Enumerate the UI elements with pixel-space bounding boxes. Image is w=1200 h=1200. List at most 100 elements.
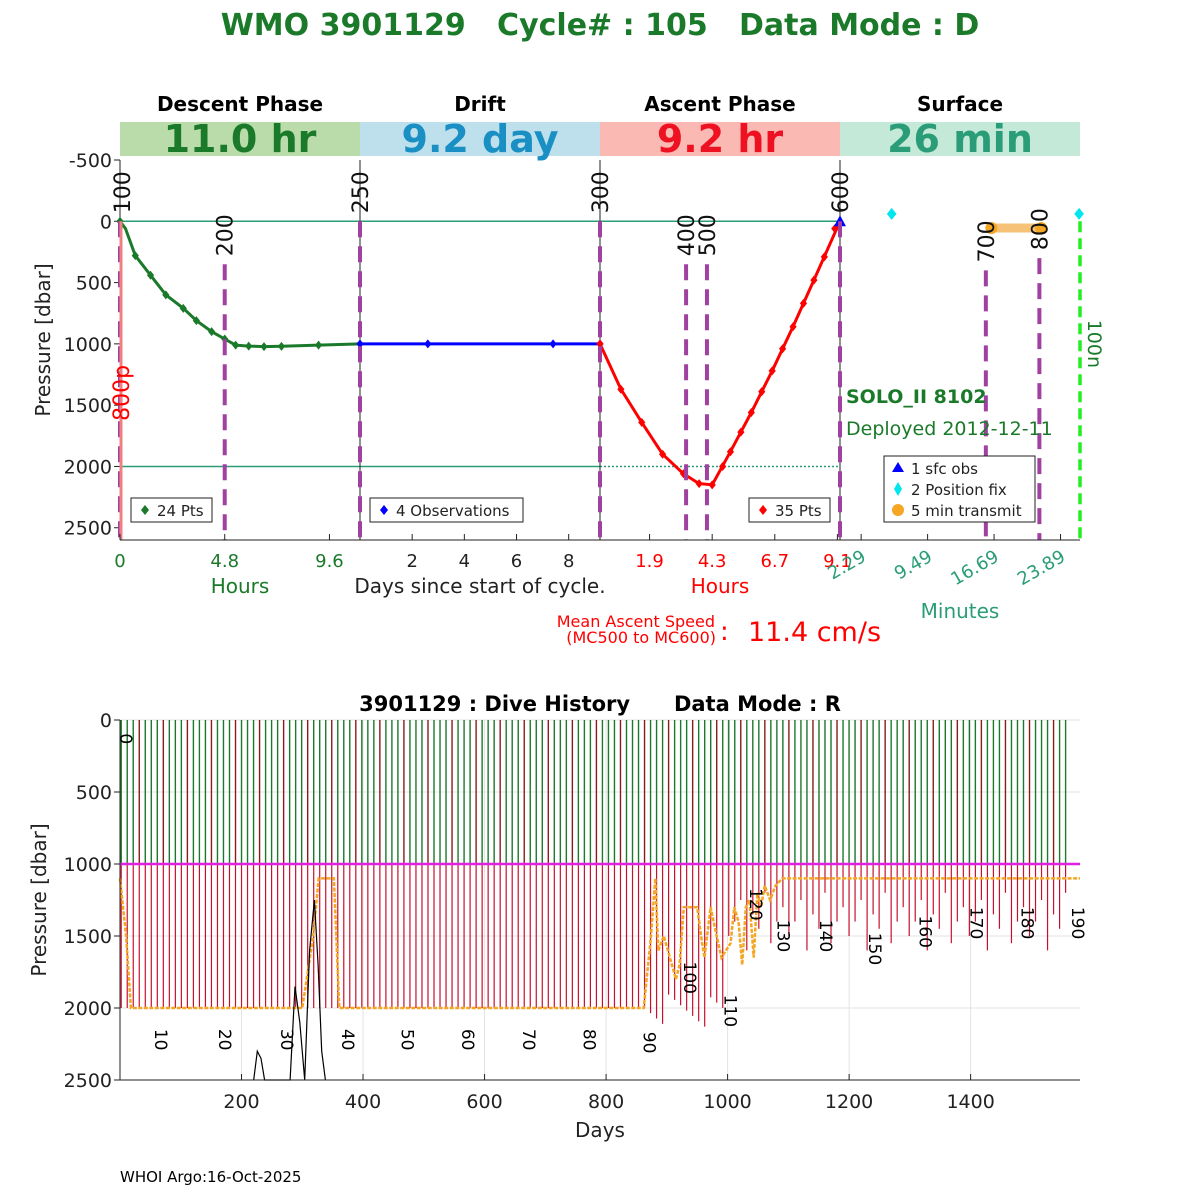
phase-headers: Descent Phase Drift Ascent Phase Surface…: [120, 92, 1080, 161]
ascent-profile-point: [638, 417, 646, 427]
phase-name-drift: Drift: [454, 92, 506, 116]
phase-duration-drift: 9.2 day: [402, 117, 559, 161]
descent-profile-point: [314, 340, 323, 350]
mission-cycle-label: 100: [111, 171, 136, 213]
descent-profile-point: [208, 327, 216, 337]
cycle-number-label: 160: [915, 915, 935, 947]
surface-legend-transmit: 5 min transmit: [911, 502, 1022, 520]
top-y-tick-label: 0: [100, 211, 112, 233]
surface-obs-triangle: [834, 215, 846, 227]
ascent-profile-point: [659, 449, 667, 459]
descent-profile-point: [260, 342, 268, 352]
top-y-tick-label: 2000: [64, 456, 112, 478]
descent-profile-point: [245, 341, 253, 351]
mission-cycle-label: 700: [975, 220, 1000, 262]
ascent-x-label: Hours: [691, 574, 750, 598]
cycle-number-label: 140: [815, 920, 835, 952]
dive-history-x-tick-label: 1000: [703, 1091, 751, 1113]
dive-history-x-tick-label: 200: [223, 1091, 259, 1113]
mission-cycle-label: 200: [214, 214, 239, 256]
descent-legend-text: 24 Pts: [157, 502, 204, 520]
drift-legend-box: [369, 497, 524, 523]
cycle-number-label: 40: [337, 1029, 357, 1051]
phase-duration-box-drift: [360, 122, 600, 156]
dive-history-lines: [118, 862, 1080, 1081]
drift-profile-point: [356, 339, 364, 349]
surface-x-label: Minutes: [921, 599, 1000, 623]
ascent-profile-point: [726, 447, 735, 457]
cycle-number-label: 100: [679, 962, 699, 994]
descent-profile-point: [179, 303, 187, 313]
drift-profile-point: [424, 339, 432, 349]
cycle-number-label: 80: [579, 1029, 599, 1051]
mission-cycle-label: 400: [675, 214, 700, 256]
top-y-tick-label: 1500: [64, 395, 112, 417]
surface-legend-box: [883, 455, 1036, 523]
cycle-number-label: 70: [518, 1029, 538, 1051]
dive-history-y-tick-label: 1500: [64, 926, 112, 948]
ascent-x-tick-label: 6.7: [760, 551, 789, 572]
ascent-speed-value: 11.4 cm/s: [748, 617, 881, 648]
cycle-number-label: 60: [457, 1029, 477, 1051]
position-fix-diamond: [1074, 207, 1084, 220]
ascent-legend-text: 35 Pts: [775, 502, 822, 520]
surface-side-label: 100n: [1083, 320, 1105, 368]
drift-legend-text: 4 Observations: [396, 502, 510, 520]
ascent-profile-point: [810, 275, 818, 285]
top-y-tick-label: 500: [76, 273, 112, 295]
top-y-tick-label: 1000: [64, 334, 112, 356]
mission-cycle-label: 250: [349, 171, 374, 213]
drift-profile-point: [549, 339, 557, 349]
descent-legend-marker: [141, 505, 149, 515]
dive-history-cycle-labels: 0 10 20 30 40 50 60 70 80 90 100 110 120 130 140 150 160…: [115, 733, 1087, 1053]
drift-legend-marker: [380, 505, 388, 515]
ascent-profile-point: [596, 339, 604, 349]
transmit-point: [1035, 222, 1048, 235]
descent-x-tick-label: 4.8: [210, 551, 239, 572]
ascent-profile-point: [768, 366, 776, 376]
phase-duration-box-ascent: [600, 122, 840, 156]
ascent-speed-label-2: (MC500 to MC600): [566, 628, 716, 647]
drift-x-tick-label: 2: [406, 551, 417, 572]
dive-history-y-tick-label: 0: [100, 710, 112, 732]
ascent-profile-point: [737, 427, 745, 437]
descent-x-label: Hours: [211, 574, 270, 598]
cycle-number-label: 170: [966, 907, 986, 939]
phase-name-surface: Surface: [917, 92, 1003, 116]
cycle-number-label: 10: [150, 1029, 170, 1051]
footer-credit: WHOI Argo:16-Oct-2025: [120, 1168, 301, 1186]
cycle-number-label: 180: [1017, 907, 1037, 939]
ascent-profile-point: [789, 322, 797, 332]
dive-history-x-tick-label: 600: [466, 1091, 502, 1113]
phase-duration-ascent: 9.2 hr: [657, 117, 784, 161]
cycle-number-label: 190: [1067, 907, 1087, 939]
top-y-tick-label: -500: [69, 150, 112, 172]
drift-x-tick-label: 8: [563, 551, 574, 572]
mission-cycle-label: 600: [829, 171, 854, 213]
top-chart-series: 100n: [116, 207, 1105, 540]
ascent-legend: 35 Pts: [748, 497, 831, 523]
ascent-speed-colon: :: [720, 617, 729, 647]
cycle-number-label: 90: [639, 1032, 659, 1054]
ascent-profile-point: [799, 298, 808, 308]
dive-history-y-tick-label: 1000: [64, 854, 112, 876]
descent-profile-point: [232, 340, 240, 350]
ascent-profile-point: [831, 224, 839, 234]
ascent-profile-point: [779, 344, 787, 354]
ascent-profile-point: [708, 480, 716, 490]
descent-x-tick-label: 9.6: [315, 551, 344, 572]
dive-history-y-tick-label: 2500: [64, 1070, 112, 1092]
ascent-x-tick-label: 9.1: [823, 551, 852, 572]
phase-name-ascent: Ascent Phase: [644, 92, 795, 116]
bottom-depth-series: [253, 899, 326, 1081]
phase-duration-descent: 11.0 hr: [164, 117, 317, 161]
mission-cycle-label: 800: [1028, 208, 1053, 250]
ascent-profile-point: [695, 479, 703, 489]
ascent-profile-point: [719, 461, 727, 471]
phase-name-descent: Descent Phase: [157, 92, 323, 116]
descent-legend: 24 Pts: [130, 497, 213, 523]
cycle-number-label: 150: [864, 933, 884, 965]
